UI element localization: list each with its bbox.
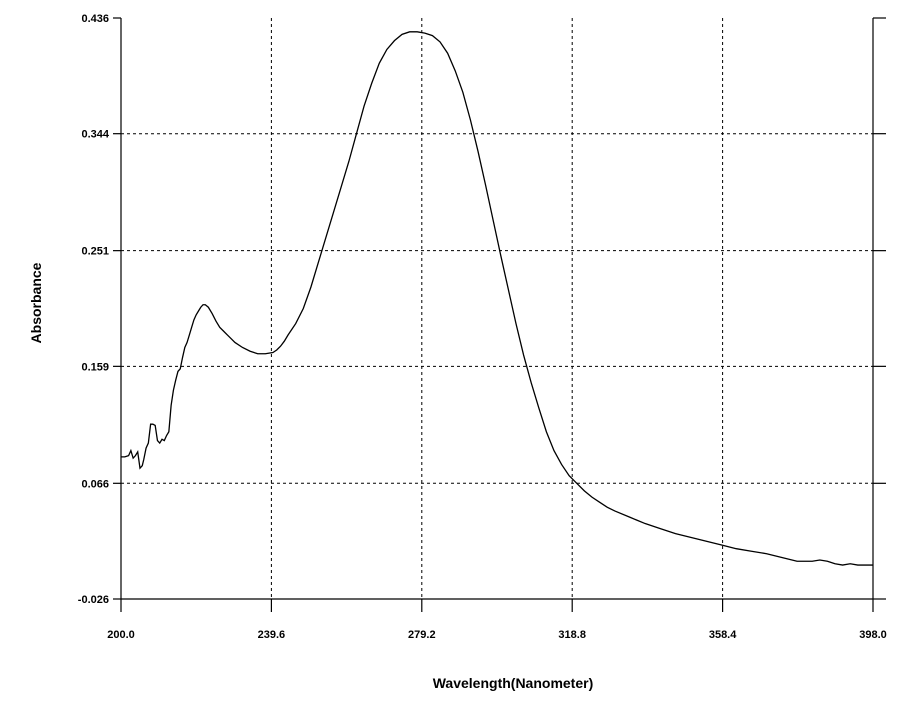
grid-layer <box>121 18 873 599</box>
x-tick-label: 318.8 <box>558 629 586 641</box>
y-tick-label: -0.026 <box>78 594 109 606</box>
y-axis-title: Absorbance <box>28 262 44 343</box>
x-tick-label: 200.0 <box>107 629 135 641</box>
series-layer <box>121 31 873 566</box>
y-tick-label: 0.066 <box>81 478 109 490</box>
axis-layer <box>113 17 886 612</box>
y-tick-label: 0.344 <box>81 129 109 141</box>
tick-label-layer: 200.0 239.6 279.2 318.8 358.4 398.0 -0.026 0.06… <box>78 13 887 641</box>
y-tick-label: 0.436 <box>81 13 109 25</box>
spectrum-line <box>121 31 873 566</box>
x-tick-label: 398.0 <box>859 629 887 641</box>
x-axis-title: Wavelength(Nanometer) <box>433 675 594 691</box>
y-tick-label: 0.159 <box>81 361 109 373</box>
y-tick-label: 0.251 <box>81 246 109 258</box>
x-tick-label: 239.6 <box>258 629 286 641</box>
x-tick-label: 279.2 <box>408 629 436 641</box>
x-tick-label: 358.4 <box>709 629 737 641</box>
